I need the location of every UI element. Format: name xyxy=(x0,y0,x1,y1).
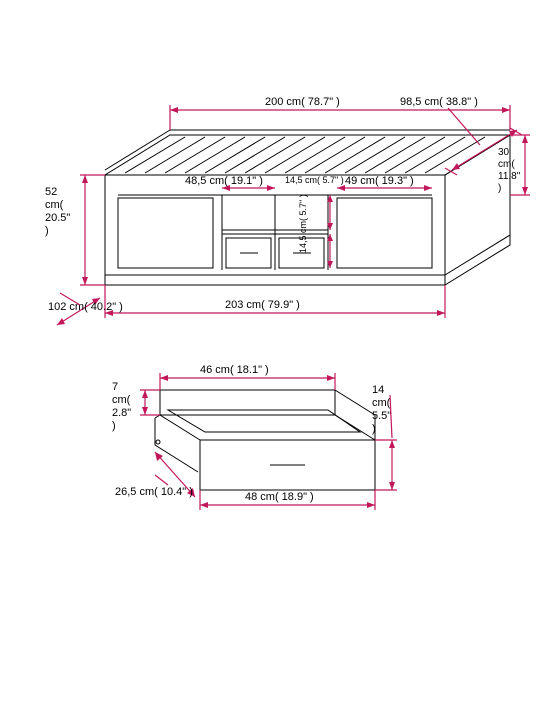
dim-shelf-h1: 14,5 cm( 5.7" ) xyxy=(285,175,344,185)
dim-bed-left-h-c: 20.5" xyxy=(45,212,70,224)
svg-text:): ) xyxy=(498,183,501,194)
dim-bed-top-width: 200 cm( 78.7" ) xyxy=(265,96,340,108)
dimension-diagram: 200 cm( 78.7" ) 98,5 cm( 38.8" ) 52 cm( … xyxy=(0,0,540,720)
svg-text:): ) xyxy=(372,423,376,435)
dim-shelf-left: 48,5 cm( 19.1" ) xyxy=(185,175,263,187)
dim-shelf-h2: 14,5 cm( 5.7" ) xyxy=(298,194,308,253)
dim-bed-top-depth: 98,5 cm( 38.8" ) xyxy=(400,96,478,108)
dim-bed-left-h-a: 52 xyxy=(45,186,57,198)
dim-shelf-right: 49 cm( 19.3" ) xyxy=(345,175,414,187)
svg-text:5.5": 5.5" xyxy=(372,410,391,422)
dim-drawer-lh-d: ) xyxy=(112,420,116,432)
dim-bed-bottom-d: 102 cm( 40.2" ) xyxy=(48,301,123,313)
dim-drawer-lh-a: 7 xyxy=(112,381,118,393)
drawer-drawing: 46 cm( 18.1" ) 7 cm( 2.8" ) 14 cm( 5.5" … xyxy=(112,364,397,510)
dim-bed-left-h-b: cm( xyxy=(45,199,64,211)
dim-bed-bottom-w: 203 cm( 79.9" ) xyxy=(225,299,300,311)
svg-text:cm(: cm( xyxy=(498,159,515,170)
bed-drawing: 200 cm( 78.7" ) 98,5 cm( 38.8" ) 52 cm( … xyxy=(45,96,530,325)
dim-drawer-depth: 26,5 cm( 10.4" ) xyxy=(115,486,193,498)
dim-bed-left-h-d: ) xyxy=(45,225,49,237)
dim-bed-r1a: 30 xyxy=(498,147,510,158)
dim-drawer-lh-b: cm( xyxy=(112,394,131,406)
svg-text:cm(: cm( xyxy=(372,397,391,409)
dim-drawer-lh-c: 2.8" xyxy=(112,407,131,419)
svg-text:11.8": 11.8" xyxy=(498,171,521,182)
dim-drawer-rh-a: 14 xyxy=(372,384,384,396)
dim-drawer-inner-w: 46 cm( 18.1" ) xyxy=(200,364,269,376)
dim-drawer-outer-w: 48 cm( 18.9" ) xyxy=(245,491,314,503)
